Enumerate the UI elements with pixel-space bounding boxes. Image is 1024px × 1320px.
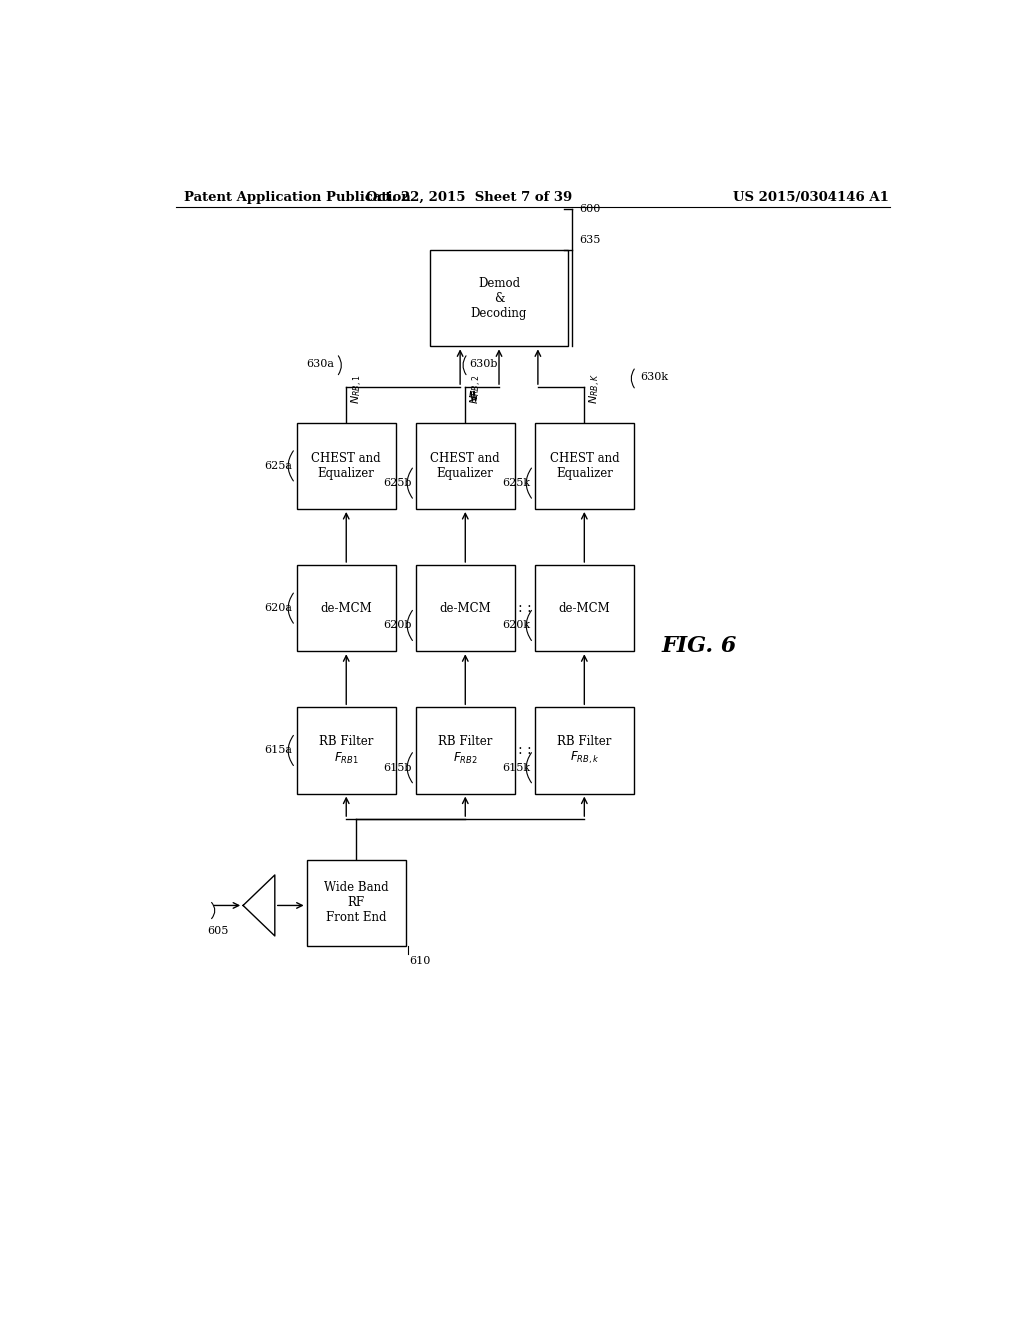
Text: 630b: 630b — [469, 359, 498, 368]
Text: US 2015/0304146 A1: US 2015/0304146 A1 — [732, 190, 889, 203]
Text: : :: : : — [518, 743, 531, 758]
FancyBboxPatch shape — [430, 249, 568, 346]
FancyBboxPatch shape — [535, 565, 634, 651]
FancyBboxPatch shape — [416, 708, 515, 793]
Text: 600: 600 — [579, 205, 600, 214]
Text: de-MCM: de-MCM — [439, 602, 492, 615]
Text: $N_{RB,1}$: $N_{RB,1}$ — [350, 375, 366, 404]
Text: RB Filter
$F_{RB2}$: RB Filter $F_{RB2}$ — [438, 735, 493, 766]
Text: 630k: 630k — [640, 372, 668, 381]
FancyBboxPatch shape — [297, 565, 396, 651]
FancyBboxPatch shape — [535, 708, 634, 793]
Text: CHEST and
Equalizer: CHEST and Equalizer — [550, 451, 620, 480]
Text: Patent Application Publication: Patent Application Publication — [183, 190, 411, 203]
Text: FIG. 6: FIG. 6 — [662, 635, 737, 657]
Text: RB Filter
$F_{RB,k}$: RB Filter $F_{RB,k}$ — [557, 735, 611, 767]
FancyBboxPatch shape — [297, 422, 396, 510]
Text: Oct. 22, 2015  Sheet 7 of 39: Oct. 22, 2015 Sheet 7 of 39 — [367, 190, 572, 203]
Text: 635: 635 — [579, 235, 600, 244]
FancyBboxPatch shape — [416, 565, 515, 651]
Text: 615b: 615b — [383, 763, 412, 772]
Text: 615k: 615k — [503, 763, 530, 772]
Text: CHEST and
Equalizer: CHEST and Equalizer — [430, 451, 500, 480]
Text: 605: 605 — [207, 925, 228, 936]
Text: 610: 610 — [410, 956, 431, 966]
Text: 630a: 630a — [306, 359, 334, 368]
Text: CHEST and
Equalizer: CHEST and Equalizer — [311, 451, 381, 480]
Text: RB Filter
$F_{RB1}$: RB Filter $F_{RB1}$ — [319, 735, 374, 766]
Text: 620b: 620b — [383, 620, 412, 631]
FancyBboxPatch shape — [416, 422, 515, 510]
Text: de-MCM: de-MCM — [558, 602, 610, 615]
Text: $N_{RB,2}$: $N_{RB,2}$ — [469, 375, 484, 404]
Text: 620a: 620a — [264, 603, 293, 614]
Text: 615a: 615a — [264, 746, 293, 755]
FancyBboxPatch shape — [535, 422, 634, 510]
Text: 625b: 625b — [383, 478, 412, 488]
FancyBboxPatch shape — [306, 859, 406, 946]
Text: 625a: 625a — [264, 461, 293, 471]
Text: : :: : : — [518, 601, 531, 615]
Text: 620k: 620k — [503, 620, 530, 631]
Text: 625k: 625k — [503, 478, 530, 488]
Text: Demod
&
Decoding: Demod & Decoding — [471, 277, 527, 319]
Text: $N_{RB,K}$: $N_{RB,K}$ — [588, 374, 603, 404]
Text: de-MCM: de-MCM — [321, 602, 372, 615]
FancyBboxPatch shape — [297, 708, 396, 793]
Text: Wide Band
RF
Front End: Wide Band RF Front End — [324, 882, 388, 924]
